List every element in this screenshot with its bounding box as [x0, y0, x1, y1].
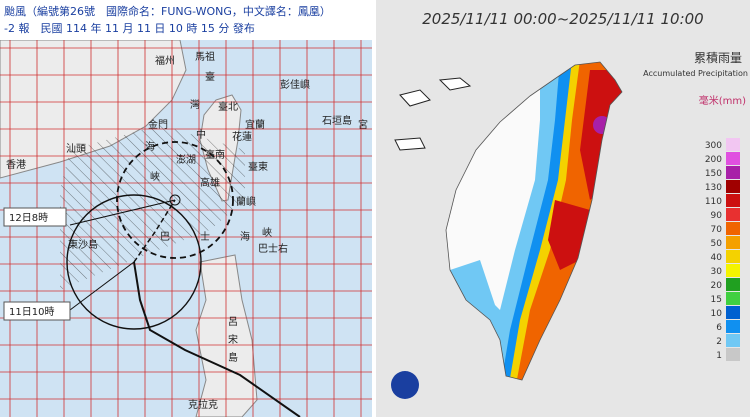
place-label: 宜蘭: [245, 118, 265, 131]
place-label: 士: [200, 230, 210, 243]
place-label: 福州: [155, 54, 175, 67]
legend-swatch: [726, 222, 740, 235]
legend-level: 6: [716, 323, 722, 333]
time-box: [3, 207, 67, 227]
place-label: 巴士右: [258, 242, 288, 255]
place-label: 呂: [228, 316, 238, 328]
title: 2025/11/11 00:00~2025/11/11 10:00: [422, 10, 703, 28]
legend-swatch: [726, 348, 740, 361]
legend-swatch: [726, 250, 740, 263]
pointer: [69, 199, 176, 226]
legend-level: 90: [711, 211, 723, 221]
time-label: 11日10時: [9, 306, 54, 318]
place-label: 蘭嶼: [236, 195, 256, 208]
pointer: [69, 261, 135, 311]
place-label: 彭佳嶼: [280, 78, 310, 91]
header-line: 颱風（編號第26號 國際命名：FUNG-WONG，中文譯名：鳳凰）: [4, 4, 331, 18]
legend-swatch: [726, 292, 740, 305]
rain-zone: [450, 260, 500, 330]
header-line: -2 報 民國 114 年 11 月 11 日 10 時 15 分 發布: [4, 21, 255, 35]
place-label: 克拉克: [188, 398, 218, 411]
place-label: 汕頭: [66, 143, 86, 155]
place-labels: 福州 馬祖 臺 彭佳嶼 灣 臺北 宜蘭 金門 中 花蓮 石垣島 宮 汕頭 海 澎…: [6, 50, 368, 411]
legend-level: 30: [711, 267, 723, 277]
legend-subtitle: Accumulated Precipitation: [643, 69, 748, 78]
legend-level: 40: [711, 253, 723, 263]
legend-level: 15: [711, 295, 722, 305]
legend-swatch: [726, 278, 740, 291]
legend-swatch: [726, 236, 740, 249]
place-label: 石垣島: [322, 114, 352, 127]
wind-radius: [66, 194, 202, 330]
place-label: 花蓮: [232, 130, 252, 143]
legend-level: 300: [705, 141, 722, 151]
place-label: 臺: [205, 70, 215, 83]
legend-level: 2: [716, 337, 722, 347]
place-label: 高雄: [200, 176, 220, 189]
logo: [391, 371, 419, 399]
legend-unit: 毫米(mm): [699, 94, 746, 107]
time-box: [3, 301, 71, 321]
china-land: [0, 39, 187, 179]
legend-swatch: [726, 166, 740, 179]
place-label: 宋: [228, 333, 238, 346]
legend-level: 110: [705, 197, 722, 207]
legend-level: 200: [705, 155, 722, 165]
place-label: 峽: [262, 226, 272, 239]
place-label: 灣: [190, 99, 200, 111]
place-label: 宮: [358, 118, 368, 131]
place-label: 海: [145, 140, 155, 153]
legend-swatch: [726, 194, 740, 207]
legend-title: 累積雨量: [694, 50, 742, 65]
place-label: 臺北: [218, 100, 238, 113]
place-label: 巴: [160, 231, 170, 243]
place-label: 澎湖: [176, 154, 196, 166]
warning-area: [60, 125, 245, 290]
place-label: 金門: [148, 118, 168, 131]
legend: 300 200 150 130 110 90 70 50 40 30 20 15 10 6 2 1: [705, 138, 740, 361]
right-map: 2025/11/11 00:00~2025/11/11 10:00 累積雨量 A…: [376, 0, 750, 417]
left-map: 颱風（編號第26號 國際命名：FUNG-WONG，中文譯名：鳳凰） -2 報 民…: [0, 0, 372, 417]
legend-swatch: [726, 334, 740, 347]
islands: [394, 77, 472, 151]
place-label: 東沙島: [68, 238, 98, 251]
legend-swatch: [726, 320, 740, 333]
forecast-radius: [116, 141, 234, 259]
legend-level: 1: [716, 351, 722, 361]
legend-level: 20: [711, 281, 723, 291]
legend-swatch: [726, 264, 740, 277]
legend-level: 10: [711, 309, 723, 319]
legend-level: 130: [705, 183, 722, 193]
divider: [372, 0, 376, 417]
place-label: 海: [240, 230, 250, 243]
forecast-track: [133, 199, 176, 263]
legend-level: 150: [705, 169, 722, 179]
place-label: 香港: [6, 159, 26, 171]
legend-swatch: [726, 138, 740, 151]
legend-swatch: [726, 306, 740, 319]
time-label: 12日8時: [9, 212, 48, 224]
past-track: [133, 261, 301, 417]
place-label: 臺東: [248, 160, 268, 173]
place-label: 峽: [150, 170, 160, 183]
place-label: 馬祖: [195, 50, 215, 63]
legend-swatch: [726, 208, 740, 221]
place-label: 中: [196, 128, 206, 141]
forecast-center: [169, 194, 181, 206]
header-bg: [0, 0, 372, 40]
legend-swatch: [726, 180, 740, 193]
legend-level: 70: [711, 225, 723, 235]
place-label: 臺南: [205, 148, 225, 161]
legend-level: 50: [711, 239, 723, 249]
place-label: 島: [228, 351, 238, 364]
legend-swatch: [726, 152, 740, 165]
